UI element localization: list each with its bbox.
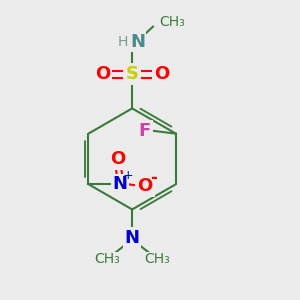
Text: O: O [154, 65, 170, 83]
Text: O: O [137, 177, 152, 195]
Text: O: O [95, 65, 110, 83]
Text: -: - [150, 169, 157, 187]
Text: S: S [126, 65, 139, 83]
Text: CH₃: CH₃ [94, 252, 120, 266]
Text: CH₃: CH₃ [145, 252, 170, 266]
Text: O: O [110, 150, 126, 168]
Text: +: + [123, 169, 133, 182]
Text: N: N [125, 229, 140, 247]
Text: H: H [118, 34, 128, 49]
Text: CH₃: CH₃ [159, 15, 185, 29]
Text: N: N [112, 175, 127, 193]
Text: F: F [139, 122, 151, 140]
Text: N: N [130, 32, 145, 50]
